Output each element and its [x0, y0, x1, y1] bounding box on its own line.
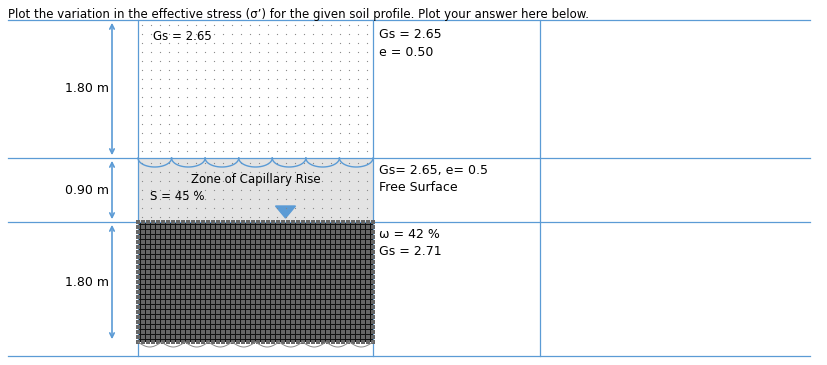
Text: Gs= 2.65, e= 0.5: Gs= 2.65, e= 0.5	[379, 164, 487, 177]
Text: e = 0.50: e = 0.50	[379, 46, 433, 59]
Text: Gs = 2.65: Gs = 2.65	[153, 30, 212, 43]
Text: 1.80 m: 1.80 m	[65, 82, 109, 96]
Text: ω = 42 %: ω = 42 %	[379, 228, 439, 241]
Text: Free Surface: Free Surface	[379, 181, 457, 194]
Text: 1.80 m: 1.80 m	[65, 276, 109, 288]
Text: Plot the variation in the effective stress (σ’) for the given soil profile. Plot: Plot the variation in the effective stre…	[8, 8, 588, 21]
Bar	[138, 222, 372, 342]
Text: Gs = 2.65: Gs = 2.65	[379, 28, 441, 41]
Text: S = 45 %: S = 45 %	[150, 189, 204, 203]
Bar	[138, 20, 372, 158]
Text: 0.90 m: 0.90 m	[65, 184, 109, 196]
Text: Zone of Capillary Rise: Zone of Capillary Rise	[190, 173, 320, 187]
Text: Gs = 2.71: Gs = 2.71	[379, 245, 441, 258]
Polygon shape	[275, 206, 295, 218]
Bar	[138, 158, 372, 222]
